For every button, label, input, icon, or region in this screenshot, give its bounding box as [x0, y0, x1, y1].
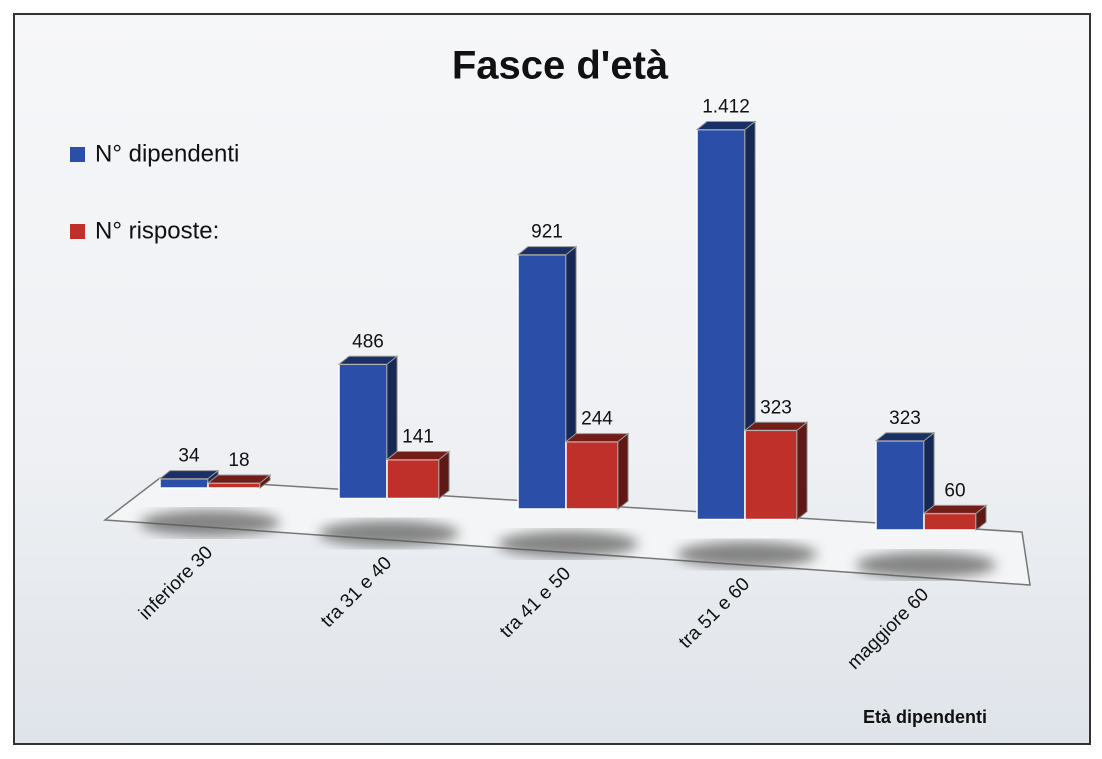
- legend-swatch: [70, 224, 85, 239]
- bar-side: [617, 432, 629, 511]
- bar: [159, 477, 209, 489]
- bar-top: [337, 355, 399, 365]
- shadow: [319, 520, 459, 547]
- bar: [744, 429, 798, 521]
- bar: [338, 363, 388, 500]
- data-label: 1.412: [702, 97, 750, 118]
- legend-label: N° dipendenti: [95, 140, 239, 167]
- data-label: 141: [402, 427, 434, 448]
- shadow: [856, 552, 996, 578]
- bar: [207, 482, 261, 489]
- bar-top: [743, 421, 809, 431]
- data-label: 323: [760, 397, 792, 418]
- legend-label: N° risposte:: [95, 217, 219, 244]
- bar: [386, 458, 440, 500]
- bar-top: [922, 504, 988, 514]
- bar-top: [385, 451, 451, 461]
- bar-side: [796, 421, 808, 521]
- bar: [923, 512, 977, 531]
- bar: [875, 440, 925, 531]
- bar: [696, 128, 746, 521]
- bar-top: [695, 121, 757, 130]
- shadow: [677, 541, 817, 568]
- data-label: 18: [228, 450, 249, 471]
- legend-swatch: [70, 147, 85, 162]
- bar-top: [564, 433, 630, 443]
- bar: [565, 440, 619, 510]
- shadow: [140, 510, 280, 536]
- data-label: 244: [581, 409, 613, 430]
- shadow: [498, 531, 638, 557]
- data-label: 323: [889, 408, 921, 429]
- bar-top: [874, 432, 936, 442]
- data-label: 60: [944, 480, 965, 501]
- chart-title: Fasce d'età: [452, 44, 669, 88]
- data-label: 34: [178, 446, 200, 467]
- bar-top: [516, 246, 578, 256]
- data-label: 921: [531, 222, 563, 243]
- bar-top: [206, 474, 272, 484]
- bar-top: [158, 470, 220, 480]
- x-axis-title: Età dipendenti: [863, 707, 987, 727]
- bar: [517, 253, 567, 510]
- data-label: 486: [352, 331, 384, 352]
